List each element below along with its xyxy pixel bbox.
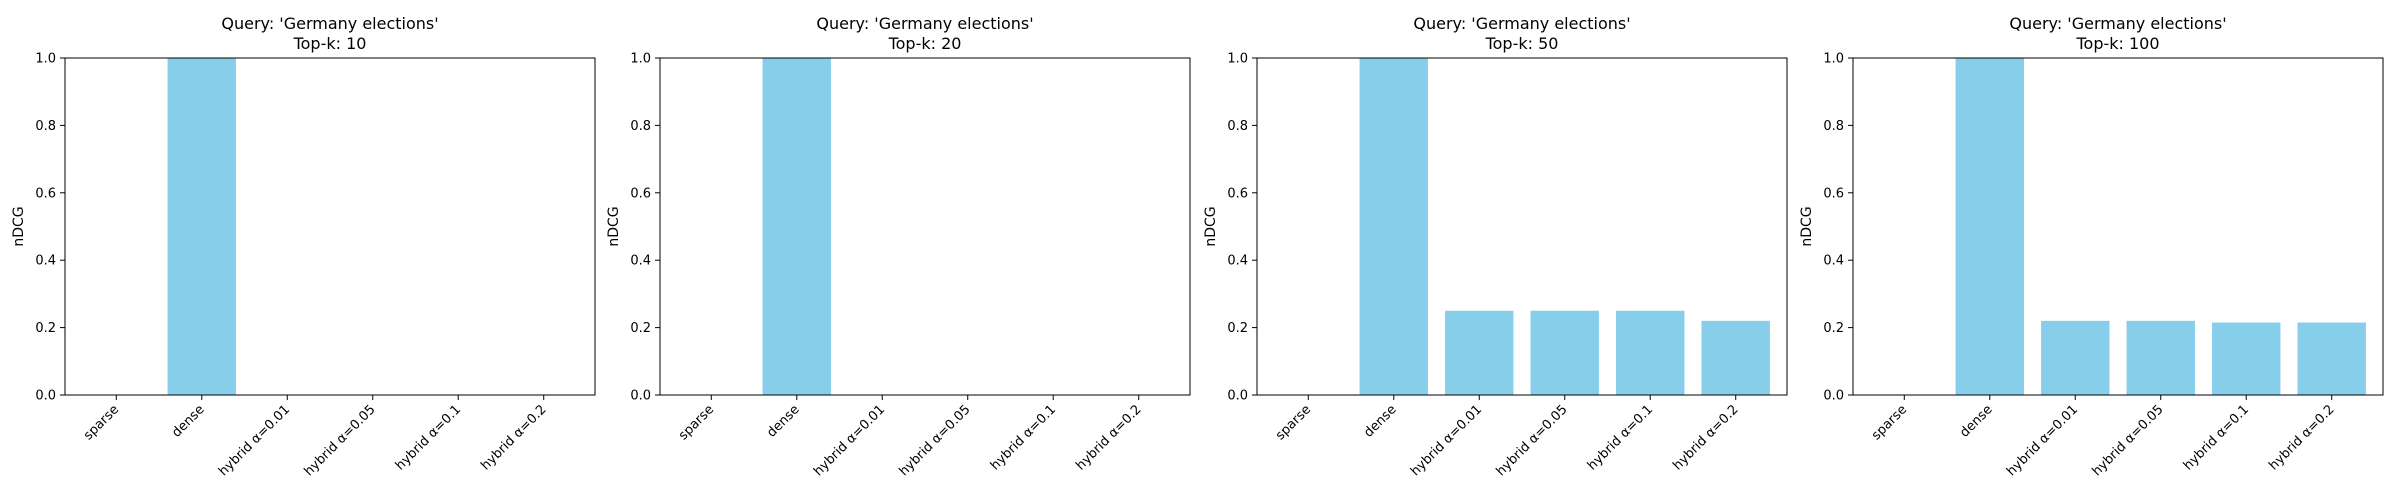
x-tick-label: hybrid α=0.01 — [216, 402, 293, 479]
y-axis-label: nDCG — [1799, 206, 1815, 246]
bar — [1701, 320, 1770, 395]
y-tick-label: 1.0 — [35, 52, 56, 67]
y-tick-label: 0.4 — [1823, 254, 1844, 269]
y-tick-label: 0.2 — [35, 321, 56, 336]
bar — [1359, 58, 1428, 395]
x-tick-label: dense — [764, 402, 802, 440]
chart-subtitle: Top-k: 20 — [888, 34, 962, 53]
x-tick-label: hybrid α=0.1 — [393, 402, 464, 473]
y-tick-label: 0.0 — [1823, 389, 1844, 404]
y-tick-label: 0.0 — [35, 389, 56, 404]
x-tick-label: hybrid α=0.05 — [1494, 402, 1571, 479]
y-tick-label: 0.4 — [1227, 254, 1248, 269]
y-tick-label: 0.6 — [1823, 186, 1844, 201]
bar — [2041, 320, 2110, 395]
x-tick-label: hybrid α=0.1 — [988, 402, 1059, 473]
y-tick-label: 0.0 — [630, 389, 651, 404]
x-tick-label: hybrid α=0.05 — [897, 402, 974, 479]
bar — [1616, 310, 1685, 395]
x-tick-label: dense — [169, 402, 207, 440]
axes-frame — [659, 57, 1191, 396]
y-tick-label: 0.8 — [630, 119, 651, 134]
chart-title: Query: 'Germany elections' — [1413, 14, 1630, 33]
y-tick-label: 0.2 — [1227, 321, 1248, 336]
x-tick-label: hybrid α=0.2 — [1073, 402, 1144, 473]
chart-subtitle: Top-k: 10 — [293, 34, 367, 53]
x-tick-label: hybrid α=0.2 — [1670, 402, 1741, 473]
y-tick-label: 0.6 — [35, 186, 56, 201]
x-tick-label: sparse — [1273, 402, 1314, 443]
y-tick-label: 0.2 — [630, 321, 651, 336]
x-tick-label: hybrid α=0.1 — [1585, 402, 1656, 473]
y-tick-label: 0.8 — [35, 119, 56, 134]
y-tick-label: 0.6 — [1227, 186, 1248, 201]
chart-title: Query: 'Germany elections' — [2009, 14, 2226, 33]
bar — [1955, 58, 2024, 395]
chart-subtitle: Top-k: 50 — [1485, 34, 1559, 53]
y-tick-label: 1.0 — [1823, 52, 1844, 67]
axes-frame — [1256, 57, 1788, 396]
bar — [167, 58, 236, 395]
y-tick-label: 0.4 — [35, 254, 56, 269]
axes-frame — [64, 57, 596, 396]
axes-frame — [1852, 57, 2384, 396]
chart-title: Query: 'Germany elections' — [221, 14, 438, 33]
y-tick-label: 0.4 — [630, 254, 651, 269]
y-tick-label: 0.2 — [1823, 321, 1844, 336]
bar — [762, 58, 831, 395]
bar — [2297, 322, 2366, 395]
x-tick-label: sparse — [1869, 402, 1910, 443]
x-tick-label: sparse — [676, 402, 717, 443]
y-axis-label: nDCG — [606, 206, 622, 246]
x-tick-label: dense — [1957, 402, 1995, 440]
x-tick-label: hybrid α=0.1 — [2181, 402, 2252, 473]
bar — [1445, 310, 1514, 395]
chart-title: Query: 'Germany elections' — [816, 14, 1033, 33]
y-tick-label: 1.0 — [1227, 52, 1248, 67]
y-tick-label: 0.6 — [630, 186, 651, 201]
chart-subtitle: Top-k: 100 — [2075, 34, 2159, 53]
x-tick-label: hybrid α=0.01 — [811, 402, 888, 479]
bar — [2126, 320, 2195, 395]
x-tick-label: dense — [1361, 402, 1399, 440]
y-axis-label: nDCG — [11, 206, 27, 246]
x-tick-label: hybrid α=0.05 — [2090, 402, 2167, 479]
y-tick-label: 0.0 — [1227, 389, 1248, 404]
y-tick-label: 0.8 — [1227, 119, 1248, 134]
x-tick-label: hybrid α=0.01 — [2004, 402, 2081, 479]
y-axis-label: nDCG — [1203, 206, 1219, 246]
y-tick-label: 1.0 — [630, 52, 651, 67]
x-tick-label: hybrid α=0.2 — [2266, 402, 2337, 473]
x-tick-label: hybrid α=0.2 — [478, 402, 549, 473]
y-tick-label: 0.8 — [1823, 119, 1844, 134]
bar — [2212, 322, 2281, 395]
x-tick-label: sparse — [81, 402, 122, 443]
bar — [1530, 310, 1599, 395]
x-tick-label: hybrid α=0.01 — [1408, 402, 1485, 479]
x-tick-label: hybrid α=0.05 — [302, 402, 379, 479]
